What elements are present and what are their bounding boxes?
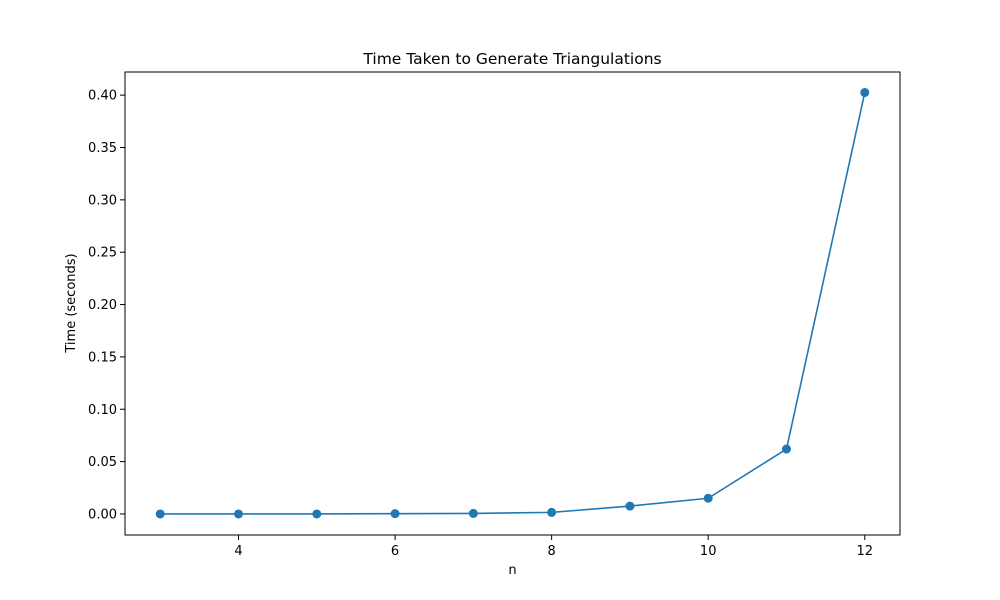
chart-title: Time Taken to Generate Triangulations bbox=[362, 50, 661, 68]
y-axis-label: Time (seconds) bbox=[64, 253, 79, 353]
x-tick-label: 10 bbox=[700, 544, 717, 559]
plot-frame bbox=[124, 71, 901, 536]
x-tick-label: 12 bbox=[856, 544, 873, 559]
data-point bbox=[468, 508, 478, 518]
x-axis-label: n bbox=[508, 563, 516, 578]
plot-area: 4 6 8 10 12 0.00 0.05 0.10 0.15 0.20 0.25 0.30 0.35 0… bbox=[88, 71, 901, 559]
y-tick-label: 0.25 bbox=[88, 246, 117, 261]
data-point bbox=[547, 507, 557, 517]
y-tick-label: 0.40 bbox=[88, 89, 117, 104]
series-line bbox=[160, 92, 866, 515]
data-point bbox=[155, 509, 165, 519]
data-point bbox=[781, 444, 791, 454]
y-tick-label: 0.30 bbox=[88, 193, 117, 208]
data-point bbox=[625, 501, 635, 511]
data-point bbox=[234, 509, 244, 519]
x-tick-label: 8 bbox=[548, 544, 556, 559]
y-tick-label: 0.00 bbox=[88, 507, 117, 522]
x-tick-label: 6 bbox=[391, 544, 399, 559]
data-point bbox=[390, 509, 400, 519]
data-point bbox=[860, 88, 870, 98]
y-tick-label: 0.10 bbox=[88, 403, 117, 418]
y-tick-label: 0.35 bbox=[88, 141, 117, 156]
data-point bbox=[703, 493, 713, 503]
y-tick-label: 0.05 bbox=[88, 455, 117, 470]
y-tick-label: 0.20 bbox=[88, 298, 117, 313]
y-tick-label: 0.15 bbox=[88, 350, 117, 365]
data-point bbox=[312, 509, 322, 519]
x-tick-label: 4 bbox=[234, 544, 242, 559]
